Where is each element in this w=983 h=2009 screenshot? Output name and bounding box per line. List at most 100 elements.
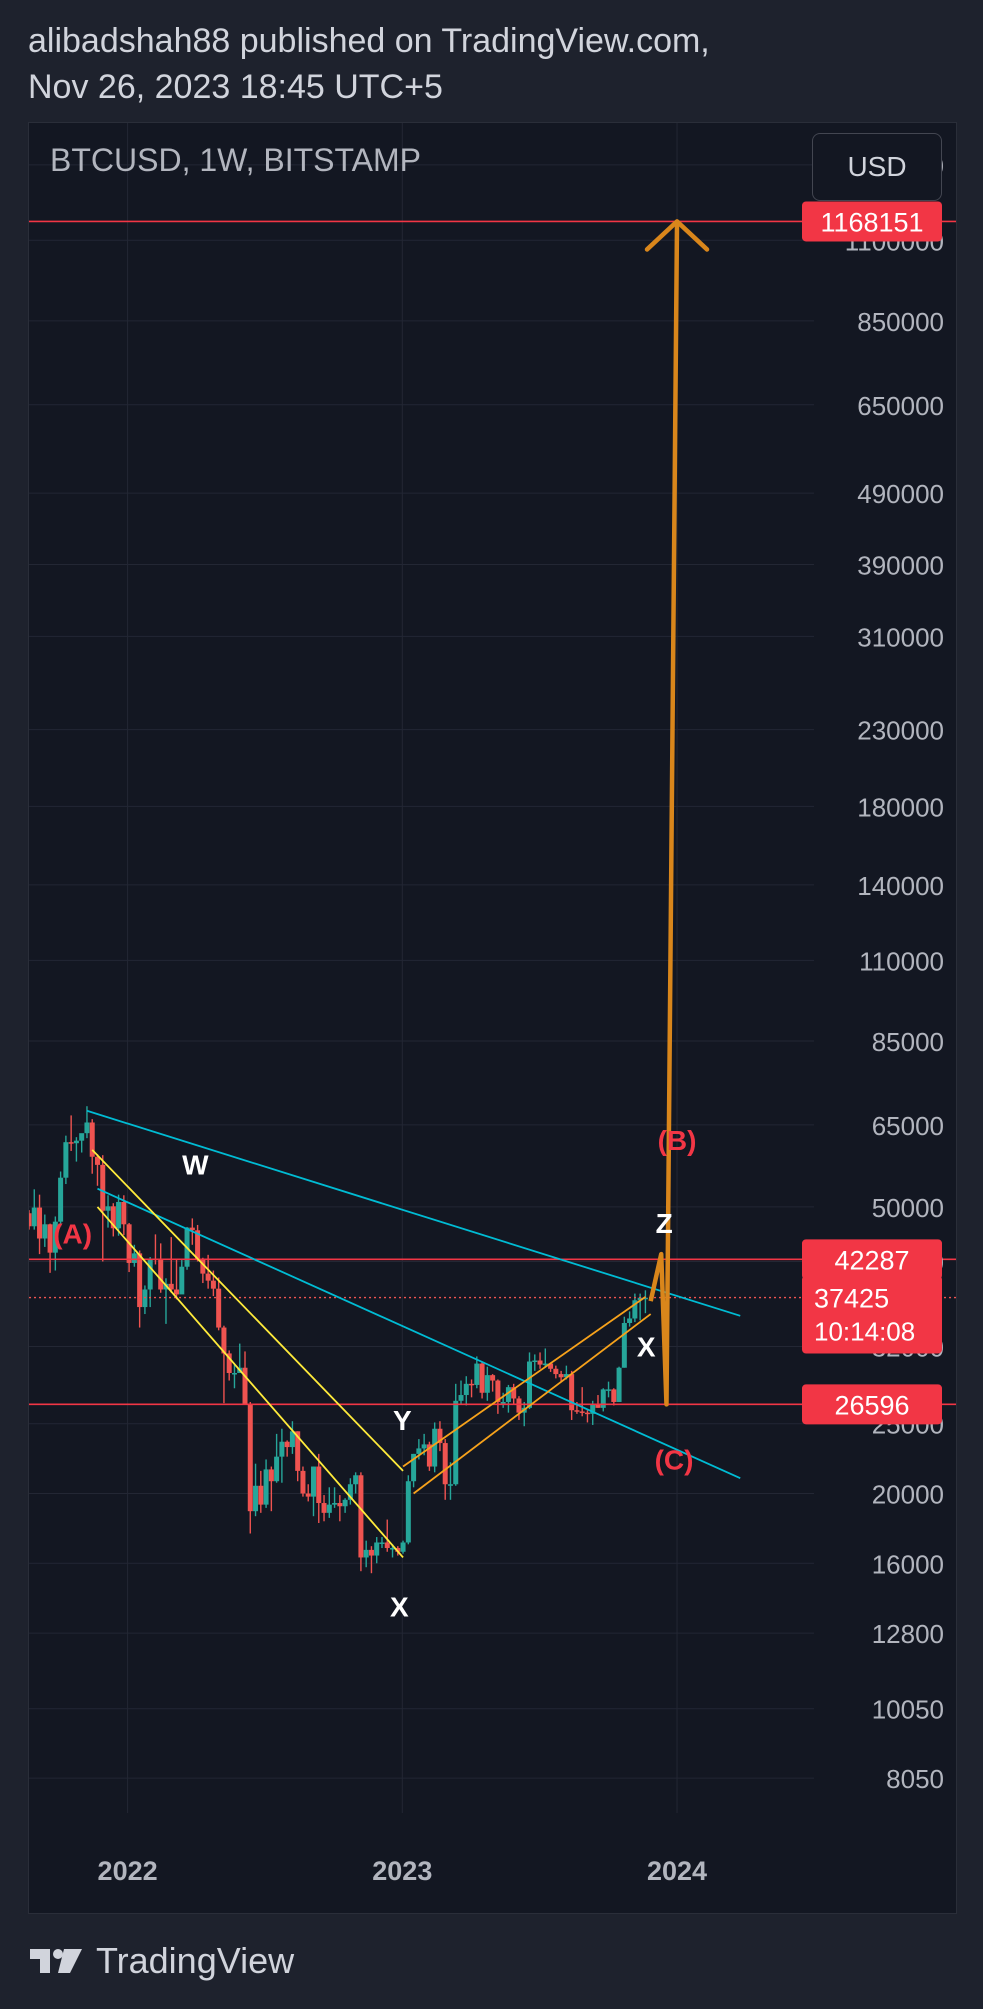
candle-body — [58, 1177, 64, 1222]
candles-layer — [29, 1106, 648, 1574]
candle-body — [368, 1549, 374, 1556]
candle-body — [395, 1548, 401, 1552]
candle-body — [121, 1201, 127, 1225]
price-tick-label: 16000 — [872, 1549, 944, 1579]
candle-body — [274, 1456, 280, 1482]
wave-label: W — [182, 1149, 209, 1180]
price-tick-label: 12800 — [872, 1619, 944, 1649]
price-tick-label: 20000 — [872, 1479, 944, 1509]
candle-body — [263, 1469, 269, 1505]
candle-body — [42, 1224, 48, 1239]
candle-body — [511, 1387, 517, 1399]
candle-body — [268, 1469, 274, 1482]
time-tick-label: 2023 — [372, 1856, 432, 1886]
candle-body — [563, 1374, 569, 1378]
candle-body — [474, 1363, 480, 1385]
price-tick-label: 650000 — [857, 391, 944, 421]
wave-label: (B) — [658, 1125, 697, 1156]
price-level-tag — [802, 1384, 942, 1425]
candle-body — [637, 1297, 643, 1301]
candle-body — [600, 1389, 606, 1408]
candle-body — [247, 1404, 253, 1512]
candle-body — [210, 1280, 216, 1289]
price-axis-layer: 1400000110000085000065000049000039000031… — [802, 151, 944, 1794]
footer-brand[interactable]: TradingView — [28, 1940, 294, 1982]
candle-body — [158, 1259, 164, 1290]
candle-body — [400, 1542, 406, 1552]
wave-labels-layer: W X Y X Z (A) (B) (C) — [53, 1125, 696, 1622]
price-tick-label: 490000 — [857, 479, 944, 509]
candle-body — [258, 1485, 264, 1505]
candle-body — [595, 1404, 601, 1408]
candle-body — [105, 1206, 111, 1211]
candle-body — [52, 1221, 58, 1253]
candle-body — [31, 1207, 37, 1227]
candle-body — [110, 1206, 116, 1229]
trendline-upper-cyan — [86, 1109, 741, 1317]
candle-body — [442, 1443, 448, 1485]
candle-body — [516, 1398, 522, 1413]
brand-name: TradingView — [96, 1940, 295, 1981]
candle-body — [548, 1363, 554, 1369]
candle-body — [437, 1428, 443, 1444]
candle-body — [321, 1503, 327, 1513]
candle-body — [63, 1142, 69, 1178]
candle-body — [379, 1542, 385, 1544]
candle-body — [131, 1253, 137, 1263]
candle-body — [94, 1156, 100, 1165]
candle-body — [342, 1499, 348, 1507]
candle-body — [542, 1363, 548, 1366]
price-tick-label: 310000 — [857, 622, 944, 652]
candle-body — [189, 1227, 195, 1231]
candle-body — [463, 1383, 469, 1396]
candle-body — [231, 1373, 237, 1375]
price-level-tag — [802, 201, 942, 242]
candle-body — [195, 1230, 201, 1260]
candle-body — [405, 1481, 411, 1543]
candle-body — [553, 1368, 559, 1375]
candle-body — [221, 1327, 227, 1354]
candle-body — [279, 1441, 285, 1457]
candle-body — [73, 1140, 79, 1144]
candle-body — [168, 1283, 174, 1290]
trendline-yellow-lower — [96, 1206, 404, 1559]
wave-label: Y — [393, 1405, 412, 1436]
price-tick-label: 850000 — [857, 307, 944, 337]
candle-body — [137, 1253, 143, 1308]
candle-body — [310, 1466, 316, 1497]
candle-body — [316, 1466, 322, 1504]
candle-body — [179, 1266, 185, 1295]
candle-body — [627, 1318, 633, 1323]
trendline-yellow-upper — [91, 1149, 404, 1472]
candle-body — [421, 1444, 427, 1449]
trendline-orange-lower — [413, 1313, 652, 1495]
candle-body — [484, 1375, 490, 1393]
candle-body — [479, 1363, 485, 1393]
symbol-label[interactable]: BTCUSD, 1W, BITSTAMP — [50, 142, 421, 178]
candle-body — [358, 1475, 364, 1558]
candle-body — [326, 1504, 332, 1513]
time-tick-label: 2024 — [647, 1856, 707, 1886]
candle-body — [495, 1380, 501, 1402]
price-tick-label: 10050 — [872, 1695, 944, 1725]
candle-body — [537, 1360, 543, 1365]
wave-label: (C) — [655, 1444, 694, 1475]
candle-body — [432, 1428, 438, 1467]
candle-body — [458, 1395, 464, 1401]
candle-body — [284, 1441, 290, 1448]
candle-body — [253, 1485, 259, 1512]
candle-body — [68, 1142, 74, 1144]
candle-body — [606, 1389, 612, 1391]
candle-body — [174, 1289, 180, 1295]
candle-body — [621, 1322, 627, 1368]
candle-body — [453, 1400, 459, 1485]
candle-body — [574, 1410, 580, 1412]
currency-button[interactable]: USD — [812, 133, 942, 201]
candle-body — [300, 1470, 306, 1494]
candle-body — [295, 1431, 301, 1471]
candle-body — [642, 1297, 648, 1300]
price-level-tag-label: 1168151 — [820, 207, 923, 237]
candle-body — [305, 1493, 311, 1497]
